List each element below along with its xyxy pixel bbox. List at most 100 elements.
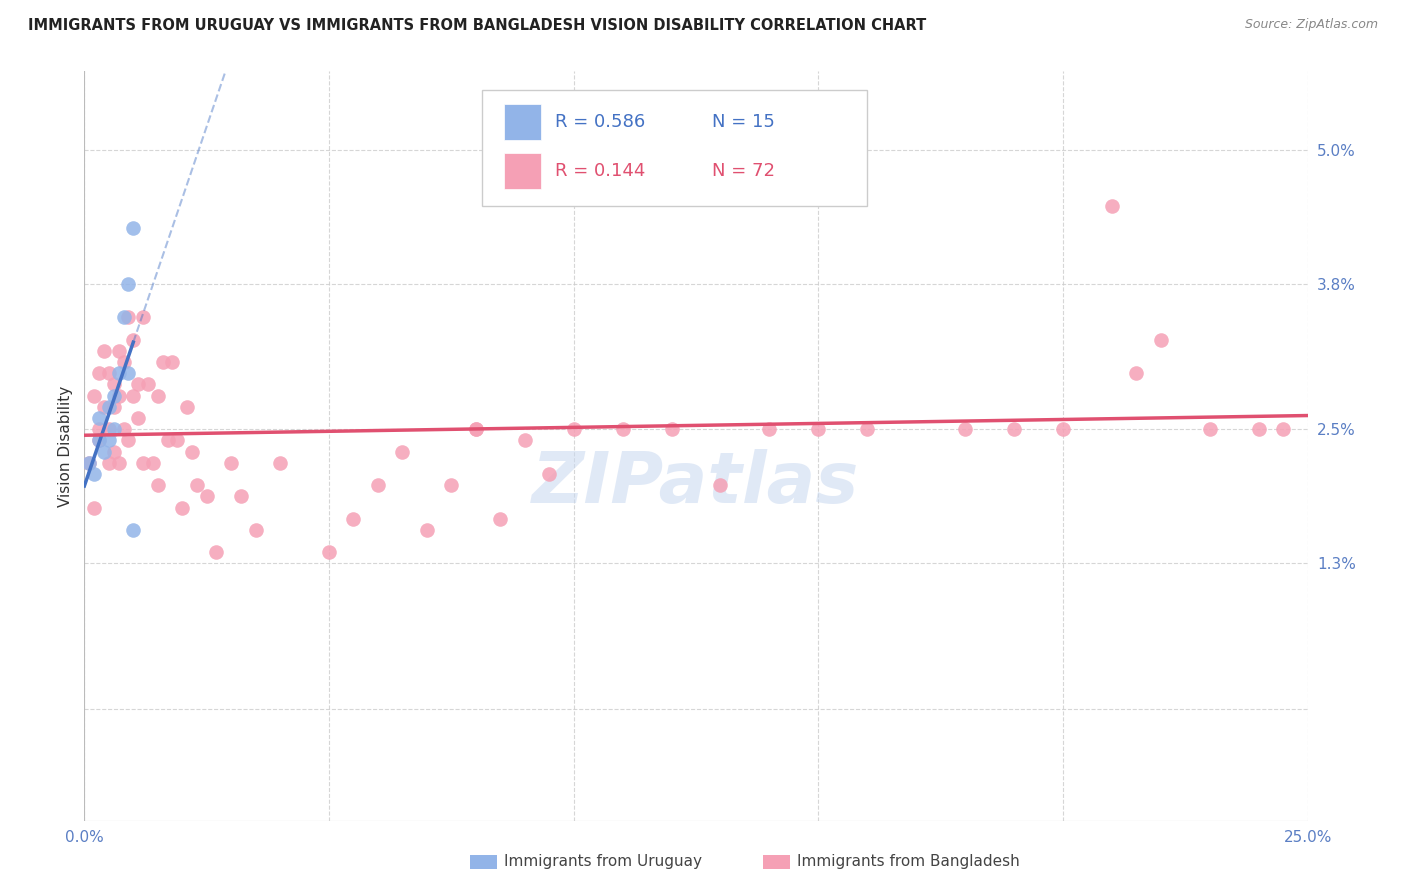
Point xyxy=(117,277,139,291)
Point xyxy=(132,310,155,325)
Point xyxy=(1002,422,1025,436)
Point xyxy=(229,489,252,503)
Point xyxy=(132,456,155,470)
Point xyxy=(162,355,184,369)
Text: R = 0.586: R = 0.586 xyxy=(555,112,645,130)
Point xyxy=(181,444,204,458)
Point xyxy=(117,367,139,381)
Point xyxy=(156,434,179,448)
Point xyxy=(87,411,110,425)
Text: Immigrants from Uruguay: Immigrants from Uruguay xyxy=(503,855,702,870)
Text: R = 0.144: R = 0.144 xyxy=(555,162,645,180)
Point xyxy=(93,400,115,414)
Point xyxy=(416,523,439,537)
Point xyxy=(1101,198,1123,212)
Point xyxy=(318,545,340,559)
Point xyxy=(219,456,242,470)
Point xyxy=(489,511,512,525)
Point xyxy=(103,389,125,403)
Point xyxy=(83,500,105,515)
Point xyxy=(612,422,634,436)
Point xyxy=(87,422,110,436)
Text: Source: ZipAtlas.com: Source: ZipAtlas.com xyxy=(1244,18,1378,31)
Point xyxy=(367,478,389,492)
Point xyxy=(562,422,585,436)
Point xyxy=(93,444,115,458)
Point xyxy=(112,355,135,369)
Point xyxy=(709,478,731,492)
Point xyxy=(166,434,188,448)
Point xyxy=(107,389,129,403)
Point xyxy=(103,444,125,458)
Point xyxy=(117,310,139,325)
Point xyxy=(195,489,218,503)
Point xyxy=(513,434,536,448)
Point xyxy=(97,400,120,414)
FancyBboxPatch shape xyxy=(470,855,496,869)
Text: N = 15: N = 15 xyxy=(711,112,775,130)
Point xyxy=(391,444,413,458)
Point xyxy=(464,422,486,436)
Point xyxy=(953,422,976,436)
Point xyxy=(146,389,169,403)
Point xyxy=(127,377,149,392)
Point xyxy=(77,456,100,470)
Point xyxy=(1125,367,1147,381)
Point xyxy=(93,343,115,358)
Point xyxy=(103,377,125,392)
Point xyxy=(97,434,120,448)
Point xyxy=(807,422,830,436)
Point xyxy=(97,456,120,470)
Text: Immigrants from Bangladesh: Immigrants from Bangladesh xyxy=(797,855,1021,870)
FancyBboxPatch shape xyxy=(503,153,541,189)
Point xyxy=(245,523,267,537)
Point xyxy=(1150,333,1173,347)
Point xyxy=(87,367,110,381)
Text: ZIPatlas: ZIPatlas xyxy=(533,449,859,518)
FancyBboxPatch shape xyxy=(763,855,790,869)
Point xyxy=(661,422,683,436)
Point xyxy=(136,377,159,392)
Point xyxy=(112,422,135,436)
Point xyxy=(83,389,105,403)
Point xyxy=(103,422,125,436)
Point xyxy=(112,310,135,325)
Point xyxy=(122,523,145,537)
Point xyxy=(1272,422,1295,436)
Point xyxy=(142,456,165,470)
Point xyxy=(1198,422,1220,436)
Point xyxy=(122,389,145,403)
Point xyxy=(538,467,561,481)
Point xyxy=(122,221,145,235)
Point xyxy=(342,511,364,525)
Point xyxy=(146,478,169,492)
Point xyxy=(87,434,110,448)
Point xyxy=(87,434,110,448)
Point xyxy=(107,456,129,470)
Point xyxy=(83,467,105,481)
Point xyxy=(103,400,125,414)
Point xyxy=(97,422,120,436)
Text: N = 72: N = 72 xyxy=(711,162,775,180)
Y-axis label: Vision Disability: Vision Disability xyxy=(58,385,73,507)
Point xyxy=(107,367,129,381)
Point xyxy=(172,500,194,515)
Point xyxy=(117,434,139,448)
Point xyxy=(122,333,145,347)
Point xyxy=(464,422,486,436)
Point xyxy=(856,422,879,436)
Point xyxy=(205,545,228,559)
Point xyxy=(127,411,149,425)
Point xyxy=(97,367,120,381)
Point xyxy=(186,478,208,492)
Point xyxy=(176,400,198,414)
FancyBboxPatch shape xyxy=(482,90,868,206)
Point xyxy=(107,343,129,358)
Point xyxy=(1247,422,1270,436)
FancyBboxPatch shape xyxy=(503,103,541,139)
Point xyxy=(758,422,780,436)
Point xyxy=(152,355,174,369)
Text: IMMIGRANTS FROM URUGUAY VS IMMIGRANTS FROM BANGLADESH VISION DISABILITY CORRELAT: IMMIGRANTS FROM URUGUAY VS IMMIGRANTS FR… xyxy=(28,18,927,33)
Point xyxy=(77,456,100,470)
Point xyxy=(1052,422,1074,436)
